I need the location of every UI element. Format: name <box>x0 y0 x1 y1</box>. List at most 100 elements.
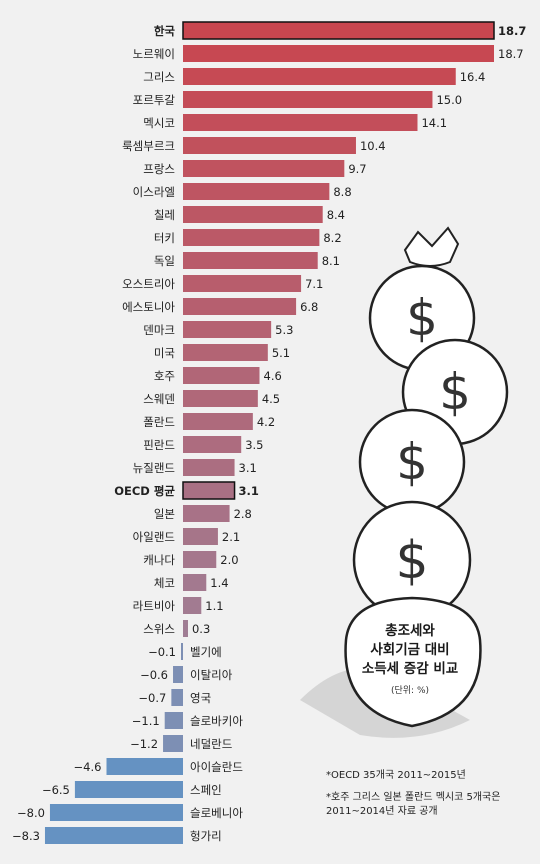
value-label: 1.4 <box>210 576 228 590</box>
value-label: 9.7 <box>348 162 366 176</box>
money-bag-icon: $ <box>358 408 466 516</box>
bar-4 <box>183 91 433 108</box>
bar-16 <box>183 367 260 384</box>
category-label: 덴마크 <box>143 323 175 337</box>
category-label: 이스라엘 <box>133 185 175 199</box>
bar-31 <box>164 712 183 729</box>
value-label: −8.3 <box>12 829 40 843</box>
bar-36 <box>44 827 183 844</box>
category-label: 뉴질랜드 <box>133 461 175 475</box>
bar-22 <box>183 505 230 522</box>
value-label: 4.6 <box>264 369 282 383</box>
footnote-2: *호주 그리스 일본 폴란드 멕시코 5개국은 2011~2014년 자료 공개 <box>326 792 501 817</box>
chart-legend-box: 총조세와 사회기금 대비 소득세 증감 비교 (단위: %) <box>337 622 483 696</box>
category-label: 호주 <box>154 369 175 383</box>
value-label: 14.1 <box>421 116 447 130</box>
bar-14 <box>183 321 272 338</box>
svg-text:$: $ <box>396 433 428 491</box>
bar-30 <box>171 689 183 706</box>
legend-line-2: 사회기금 대비 <box>370 642 450 658</box>
legend-unit: (단위: %) <box>390 686 430 696</box>
category-label: 룩셈부르크 <box>122 139 175 153</box>
bar-18 <box>183 413 253 430</box>
legend-line-1: 총조세와 <box>385 623 435 639</box>
value-label: 0.3 <box>192 622 210 636</box>
value-label: 16.4 <box>460 70 486 84</box>
category-label: 폴란드 <box>143 415 175 429</box>
bar-8 <box>183 183 330 200</box>
category-label: 아일랜드 <box>133 530 175 544</box>
value-label: −0.1 <box>148 645 176 659</box>
category-label: 노르웨이 <box>133 47 175 61</box>
category-label: 오스트리아 <box>122 277 175 291</box>
category-label: 슬로바키아 <box>190 714 243 728</box>
category-label: 헝가리 <box>190 829 222 843</box>
category-label: 벨기에 <box>190 645 222 659</box>
category-label: 이탈리아 <box>190 668 233 682</box>
legend-line-3: 소득세 증감 비교 <box>361 661 459 677</box>
svg-text:$: $ <box>395 531 428 591</box>
category-label: OECD 평균 <box>114 484 175 498</box>
category-label: 멕시코 <box>143 116 175 130</box>
category-label: 체코 <box>154 576 175 590</box>
svg-text:$: $ <box>406 289 438 347</box>
value-label: −1.2 <box>130 737 158 751</box>
value-label: 18.7 <box>498 47 524 61</box>
footnotes: *OECD 35개국 2011~2015년 *호주 그리스 일본 폴란드 멕시코… <box>326 769 536 827</box>
bar-3 <box>183 68 456 85</box>
category-label: 캐나다 <box>143 553 175 567</box>
category-label: 포르투갈 <box>133 93 176 107</box>
value-label: 8.2 <box>323 231 341 245</box>
bar-13 <box>183 298 297 315</box>
category-label: 미국 <box>154 346 175 360</box>
bar-17 <box>183 390 258 407</box>
value-label: 8.8 <box>333 185 351 199</box>
value-label: −0.6 <box>140 668 168 682</box>
category-label: 독일 <box>154 254 175 268</box>
value-label: −1.1 <box>132 714 160 728</box>
value-label: 2.1 <box>222 530 240 544</box>
category-label: 스위스 <box>143 622 175 636</box>
bar-9 <box>183 206 323 223</box>
bar-1 <box>182 21 495 40</box>
value-label: 1.1 <box>205 599 223 613</box>
category-label: 스웨덴 <box>143 392 175 406</box>
category-label: 터키 <box>154 231 175 245</box>
footnote-1: *OECD 35개국 2011~2015년 <box>326 770 466 781</box>
bar-2 <box>183 45 494 62</box>
bar-34 <box>74 781 183 798</box>
bar-32 <box>163 735 183 752</box>
value-label: 15.0 <box>436 93 462 107</box>
bar-6 <box>183 137 356 154</box>
bar-5 <box>183 114 418 131</box>
bar-10 <box>183 229 320 246</box>
value-label: 3.1 <box>239 484 259 498</box>
value-label: 8.1 <box>322 254 340 268</box>
category-label: 프랑스 <box>143 162 175 176</box>
bar-33 <box>106 758 183 775</box>
value-label: −4.6 <box>74 760 102 774</box>
value-label: 2.8 <box>234 507 252 521</box>
value-label: 8.4 <box>327 208 345 222</box>
bar-23 <box>183 528 218 545</box>
value-label: 5.3 <box>275 323 293 337</box>
bar-29 <box>173 666 183 683</box>
money-bag-icon: $ <box>352 500 472 620</box>
bar-28 <box>181 643 183 660</box>
value-label: −8.0 <box>17 806 45 820</box>
bars-group: 한국 18.7 노르웨이 18.7 그리스 16.4 포르투갈 15.0 멕시코 14.1 룩셈부르… <box>12 21 526 844</box>
bar-19 <box>183 436 242 453</box>
value-label: −0.7 <box>138 691 166 705</box>
value-label: 4.5 <box>262 392 280 406</box>
category-label: 한국 <box>154 24 176 38</box>
money-bag-illustration: $ $ $ $ <box>300 226 509 738</box>
category-label: 아이슬란드 <box>190 760 243 774</box>
bar-7 <box>183 160 345 177</box>
value-label: 3.5 <box>245 438 263 452</box>
bar-20 <box>183 459 235 476</box>
bar-24 <box>183 551 217 568</box>
bar-15 <box>183 344 268 361</box>
value-label: 4.2 <box>257 415 275 429</box>
bar-12 <box>183 275 302 292</box>
